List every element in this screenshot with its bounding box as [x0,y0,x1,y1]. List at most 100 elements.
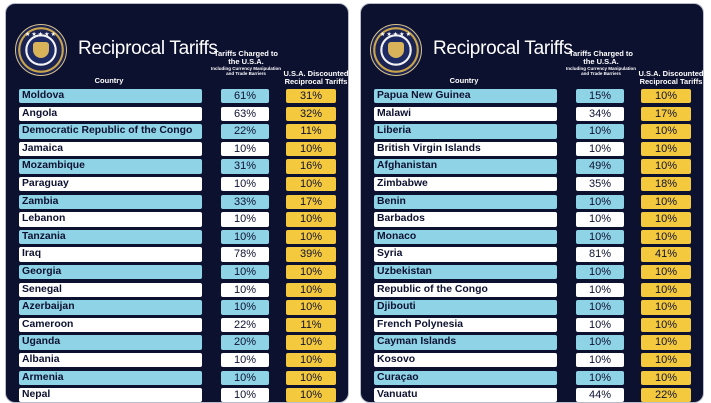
tariff-charged-cell: 49% [576,159,624,174]
panel-title: Reciprocal Tariffs [78,38,218,59]
table-row: British Virgin Islands 10% 10% [374,141,703,160]
header-country: Country [94,76,124,85]
tariff-charged-cell: 22% [221,317,269,333]
table-row: Democratic Republic of the Congo 22% 11% [19,124,348,142]
tariff-charged-cell: 34% [576,106,624,121]
table-row: Syria 81% 41% [374,247,703,265]
table-row: Albania 10% 10% [19,352,348,371]
discounted-tariff-cell: 10% [641,212,691,227]
discounted-tariff-cell: 16% [286,159,336,174]
tariff-charged-cell: 15% [576,89,624,104]
tariff-charged-cell: 10% [576,264,624,280]
country-cell: Zambia [19,194,202,209]
table-row: French Polynesia 10% 10% [374,317,703,336]
country-cell: Uganda [19,335,202,350]
discounted-tariff-cell: 10% [641,317,691,333]
country-cell: Tanzania [19,229,202,245]
country-cell: Liberia [374,124,557,139]
tariff-charged-cell: 10% [576,141,624,157]
country-cell: Lebanon [19,212,202,227]
country-cell: Syria [374,247,557,262]
country-cell: Nepal [19,388,202,402]
table-row: Vanuatu 44% 22% [374,388,703,402]
discounted-tariff-cell: 11% [286,317,336,333]
discounted-tariff-cell: 18% [641,176,691,192]
tariff-charged-cell: 10% [221,141,269,157]
tariff-rows: Papua New Guinea 15% 10% Malawi 34% 17% Liberi… [374,89,703,402]
tariff-charged-cell: 10% [221,352,269,368]
table-row: Moldova 61% 31% [19,89,348,107]
header-tariffs-charged: Tariffs Charged to the U.S.A. Including … [566,50,636,77]
table-row: Zimbabwe 35% 18% [374,176,703,195]
country-cell: British Virgin Islands [374,141,557,157]
tariff-charged-cell: 20% [221,335,269,350]
table-row: Azerbaijan 10% 10% [19,300,348,318]
tariff-panel-right: ★★★★★ Reciprocal Tariffs Tariffs Charged… [360,3,704,403]
tariff-charged-cell: 10% [221,300,269,315]
table-row: Kosovo 10% 10% [374,352,703,371]
discounted-tariff-cell: 10% [286,282,336,297]
discounted-tariff-cell: 11% [286,124,336,139]
table-row: Cameroon 22% 11% [19,317,348,336]
country-cell: Monaco [374,229,557,245]
discounted-tariff-cell: 10% [641,300,691,315]
table-row: Curaçao 10% 10% [374,370,703,389]
header-tariffs-charged-sub: Including Currency Manipulation and Trad… [566,65,637,76]
tariff-rows: Moldova 61% 31% Angola 63% 32% Democratic Repu… [19,89,348,402]
discounted-tariff-cell: 10% [641,352,691,368]
table-row: Iraq 78% 39% [19,247,348,265]
table-row: Barbados 10% 10% [374,212,703,230]
tariff-charged-cell: 35% [576,176,624,192]
country-cell: Albania [19,352,202,368]
table-row: Malawi 34% 17% [374,106,703,125]
country-cell: Malawi [374,106,557,121]
table-row: Djibouti 10% 10% [374,300,703,318]
country-cell: Republic of the Congo [374,282,557,297]
tariff-charged-cell: 10% [576,352,624,368]
discounted-tariff-cell: 17% [286,194,336,209]
tariff-charged-cell: 63% [221,106,269,121]
discounted-tariff-cell: 10% [286,300,336,315]
country-cell: Jamaica [19,141,202,157]
table-row: Zambia 33% 17% [19,194,348,213]
country-cell: Armenia [19,370,202,385]
table-row: Liberia 10% 10% [374,124,703,142]
tariff-charged-cell: 78% [221,247,269,262]
country-cell: Senegal [19,282,202,297]
discounted-tariff-cell: 10% [286,141,336,157]
country-cell: Georgia [19,264,202,280]
tariff-charged-cell: 10% [221,370,269,385]
tariff-charged-cell: 10% [576,370,624,385]
country-cell: Kosovo [374,352,557,368]
tariff-charged-cell: 33% [221,194,269,209]
table-row: Uganda 20% 10% [19,335,348,353]
tariff-charged-cell: 10% [576,335,624,350]
country-cell: Curaçao [374,370,557,385]
country-cell: Benin [374,194,557,209]
country-cell: Cayman Islands [374,335,557,350]
country-cell: Barbados [374,212,557,227]
discounted-tariff-cell: 10% [641,264,691,280]
tariff-charged-cell: 10% [576,300,624,315]
discounted-tariff-cell: 10% [286,212,336,227]
table-row: Senegal 10% 10% [19,282,348,301]
tariff-charged-cell: 22% [221,124,269,139]
discounted-tariff-cell: 10% [286,352,336,368]
discounted-tariff-cell: 22% [641,388,691,402]
country-cell: Mozambique [19,159,202,174]
table-row: Lebanon 10% 10% [19,212,348,230]
tariff-charged-cell: 10% [576,194,624,209]
country-cell: Angola [19,106,202,121]
panel-title: Reciprocal Tariffs [433,38,573,59]
header-country: Country [449,76,479,85]
table-row: Georgia 10% 10% [19,264,348,283]
tariff-charged-cell: 10% [221,212,269,227]
discounted-tariff-cell: 10% [286,176,336,192]
tariff-charged-cell: 10% [221,282,269,297]
table-row: Afghanistan 49% 10% [374,159,703,177]
tariff-charged-cell: 81% [576,247,624,262]
header-tariffs-charged-sub: Including Currency Manipulation and Trad… [211,65,282,76]
country-cell: Democratic Republic of the Congo [19,124,202,139]
discounted-tariff-cell: 10% [641,282,691,297]
table-row: Jamaica 10% 10% [19,141,348,160]
